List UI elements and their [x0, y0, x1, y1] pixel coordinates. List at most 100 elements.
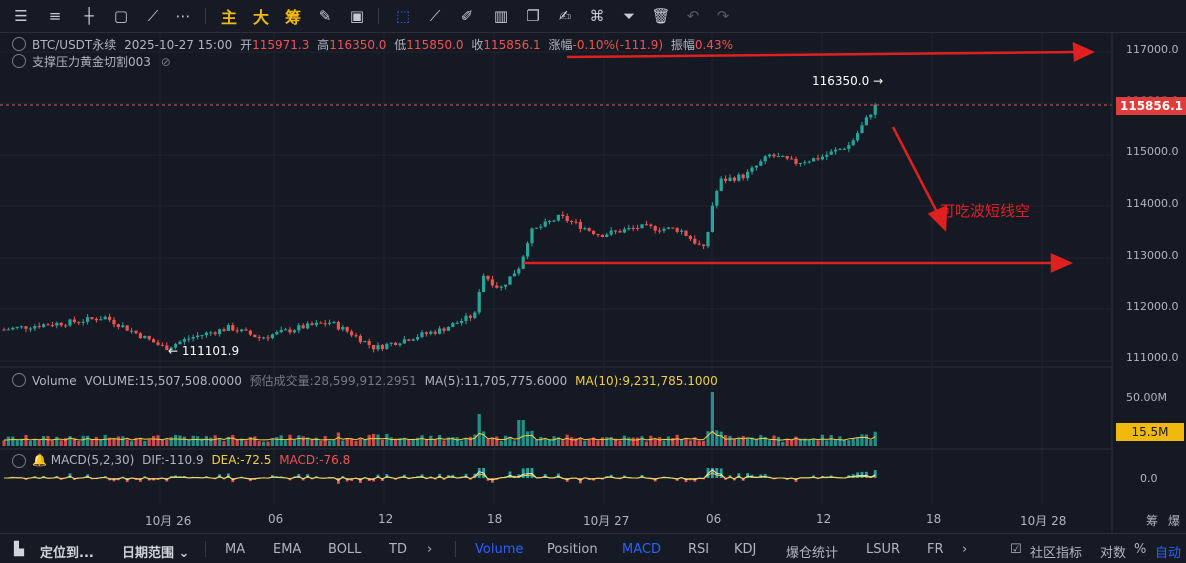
select-cursor-icon[interactable]: ⬚	[390, 4, 416, 28]
indicator-ema[interactable]: EMA	[273, 542, 301, 557]
volume-bar	[16, 440, 19, 446]
indicator-visibility-icon[interactable]	[12, 54, 26, 68]
candle-body	[324, 323, 327, 324]
horizontal-lines-icon[interactable]: ≡	[42, 4, 68, 28]
candle-body	[108, 317, 111, 320]
candle-body	[73, 320, 76, 323]
chip-button[interactable]: 筹	[280, 4, 306, 28]
volume-bar	[737, 438, 740, 446]
locate-button[interactable]: 定位到...	[40, 542, 94, 561]
community-icon[interactable]: ☑	[1010, 542, 1022, 557]
candle-body	[596, 234, 599, 235]
bar-date: 2025-10-27 15:00	[124, 38, 232, 52]
sub-lsur[interactable]: LSUR	[866, 542, 900, 557]
auto-scale-toggle[interactable]: 自动	[1155, 542, 1181, 561]
liquidation-toggle[interactable]: 爆	[1168, 512, 1180, 529]
volume-bar	[500, 441, 503, 446]
volume-bar	[860, 434, 863, 446]
main-force-button[interactable]: 主	[216, 4, 242, 28]
sub-liquidation[interactable]: 爆仓统计	[786, 542, 838, 561]
candle-body	[77, 322, 80, 323]
sub-macd[interactable]: MACD	[622, 542, 661, 557]
more-icon[interactable]: ⋯	[170, 4, 196, 28]
trend-line-tool-icon[interactable]: ⟋	[140, 4, 166, 28]
candle-body	[464, 316, 467, 321]
volume-bar	[869, 440, 872, 446]
candle-body	[368, 341, 371, 345]
volume-bar	[46, 436, 49, 446]
bell-icon[interactable]: 🔔	[32, 453, 47, 467]
candle-body	[561, 215, 564, 216]
redo-icon[interactable]: ↷	[710, 4, 736, 28]
candle-body	[11, 328, 14, 329]
candle-body	[139, 333, 142, 338]
menu-lines-icon[interactable]: ☰	[8, 4, 34, 28]
ruler-icon[interactable]: ⟋	[422, 4, 448, 28]
locate-icon[interactable]: ▙	[14, 542, 24, 557]
sub-position[interactable]: Position	[547, 542, 598, 557]
candles-icon[interactable]: ▥	[488, 4, 514, 28]
candle-body	[112, 320, 115, 324]
percent-toggle[interactable]: %	[1134, 542, 1146, 557]
x-tick: 06	[268, 512, 283, 526]
chevron-right-icon[interactable]: ›	[962, 542, 967, 557]
volume-bar	[192, 436, 195, 446]
candle-body	[684, 231, 687, 236]
macd-visibility-icon[interactable]	[12, 454, 26, 468]
candle-body	[658, 231, 661, 232]
hidden-eye-icon[interactable]: ⊘	[161, 55, 171, 69]
candle-body	[156, 342, 159, 344]
magnet-icon[interactable]: ⌘	[584, 4, 610, 28]
candle-body	[24, 326, 27, 328]
volume-bar	[588, 440, 591, 446]
visibility-icon[interactable]	[12, 37, 26, 51]
volume-bar	[24, 435, 27, 446]
x-tick: 18	[487, 512, 502, 526]
indicator-ma[interactable]: MA	[225, 542, 245, 557]
volume-bar	[324, 436, 327, 446]
horizontal-line-tool-icon[interactable]: ┼	[76, 4, 102, 28]
volume-bar	[363, 440, 366, 446]
volume-bar	[865, 434, 868, 446]
candle-body	[478, 292, 481, 312]
volume-bar	[684, 438, 687, 446]
candle-body	[86, 317, 89, 322]
volume-visibility-icon[interactable]	[12, 373, 26, 387]
sub-volume[interactable]: Volume	[475, 542, 523, 557]
sub-kdj[interactable]: KDJ	[734, 542, 756, 557]
chevron-down-icon: ⌄	[179, 546, 190, 561]
note-icon[interactable]: ✍	[552, 4, 578, 28]
trash-icon[interactable]: 🗑	[648, 4, 674, 28]
log-scale-toggle[interactable]: 对数	[1100, 542, 1126, 561]
image-icon[interactable]: ▣	[344, 4, 370, 28]
down-arrow	[893, 127, 946, 229]
date-range-button[interactable]: 日期范围 ⌄	[122, 542, 189, 561]
rectangle-tool-icon[interactable]: ▢	[108, 4, 134, 28]
candle-body	[192, 337, 195, 339]
volume-bar	[464, 438, 467, 446]
undo-icon[interactable]: ↶	[680, 4, 706, 28]
candle-body	[161, 345, 164, 346]
large-order-button[interactable]: 大	[248, 4, 274, 28]
copy-icon[interactable]: ❐	[520, 4, 546, 28]
macd-bar	[861, 472, 864, 478]
candle-body	[486, 276, 489, 280]
volume-bar	[724, 435, 727, 446]
indicator-td[interactable]: TD	[389, 542, 407, 557]
candle-body	[412, 339, 415, 340]
brush-icon[interactable]: ✐	[454, 4, 480, 28]
volume-bar	[821, 435, 824, 446]
candle-body	[808, 161, 811, 162]
edit-icon[interactable]: ✎	[312, 4, 338, 28]
indicator-boll[interactable]: BOLL	[328, 542, 361, 557]
candle-body	[341, 327, 344, 329]
chip-toggle[interactable]: 筹	[1146, 512, 1158, 529]
chevron-right-icon[interactable]: ›	[427, 542, 432, 557]
candle-body	[812, 158, 815, 161]
filter-icon[interactable]: ⏷	[616, 4, 642, 28]
sub-rsi[interactable]: RSI	[688, 542, 709, 557]
community-indicators[interactable]: 社区指标	[1030, 542, 1082, 561]
amplitude-label: 振幅	[671, 38, 695, 52]
candle-body	[865, 117, 868, 125]
sub-fr[interactable]: FR	[927, 542, 944, 557]
